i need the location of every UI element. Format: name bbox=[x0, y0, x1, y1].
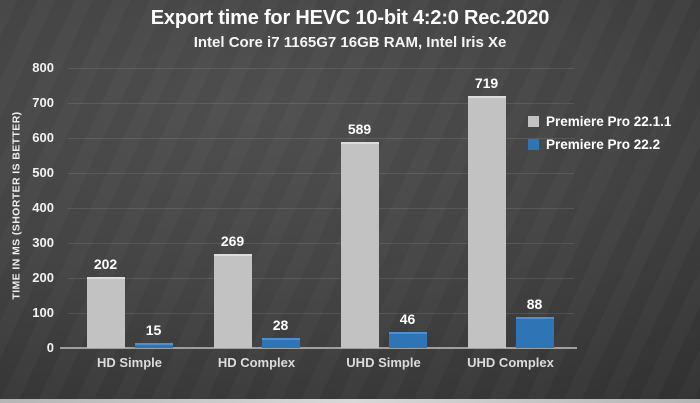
y-tick-label: 700 bbox=[32, 95, 54, 110]
x-category-label: UHD Simple bbox=[346, 355, 421, 370]
bar-value-label: 202 bbox=[93, 256, 118, 273]
legend-swatch-icon bbox=[528, 116, 539, 127]
y-tick-label: 800 bbox=[32, 60, 54, 75]
bar-series1 bbox=[213, 253, 252, 348]
x-axis-line bbox=[60, 347, 577, 349]
y-tick-label: 0 bbox=[46, 340, 54, 355]
chart-title: Export time for HEVC 10-bit 4:2:0 Rec.20… bbox=[150, 7, 550, 29]
bar-series1 bbox=[467, 96, 506, 348]
y-tick-label: 100 bbox=[32, 305, 54, 320]
gridline bbox=[68, 243, 574, 244]
bar-series2 bbox=[261, 338, 300, 348]
gridline bbox=[68, 278, 574, 279]
bar-value-label: 269 bbox=[220, 232, 245, 249]
bar-series1 bbox=[340, 141, 379, 348]
legend-swatch-icon bbox=[528, 139, 539, 150]
bar-series2 bbox=[134, 342, 173, 348]
chart-legend: Premiere Pro 22.1.1 Premiere Pro 22.2 bbox=[528, 114, 671, 160]
gridline bbox=[68, 138, 574, 139]
slide-bottom-accent-bar bbox=[0, 399, 700, 403]
bar-value-label: 28 bbox=[272, 317, 289, 334]
gridline bbox=[68, 103, 574, 104]
x-category-label: UHD Complex bbox=[467, 355, 554, 370]
bar-value-label: 589 bbox=[347, 120, 372, 137]
bar-value-label: 88 bbox=[526, 296, 543, 313]
y-tick-label: 400 bbox=[32, 200, 54, 215]
legend-label: Premiere Pro 22.1.1 bbox=[546, 114, 672, 129]
bar-series1 bbox=[86, 277, 125, 348]
chart-subtitle: Intel Core i7 1165G7 16GB RAM, Intel Iri… bbox=[193, 34, 507, 51]
bar-value-label: 46 bbox=[399, 310, 416, 327]
gridline bbox=[68, 208, 574, 209]
x-category-label: HD Complex bbox=[217, 355, 296, 370]
bar-value-label: 15 bbox=[145, 321, 162, 338]
y-tick-label: 500 bbox=[32, 165, 54, 180]
y-tick-label: 200 bbox=[32, 270, 54, 285]
legend-label: Premiere Pro 22.2 bbox=[546, 137, 661, 152]
gridline bbox=[68, 68, 574, 69]
legend-item: Premiere Pro 22.1.1 bbox=[528, 114, 671, 129]
bar-value-label: 719 bbox=[474, 75, 499, 92]
legend-item: Premiere Pro 22.2 bbox=[528, 137, 671, 152]
x-category-label: HD Simple bbox=[96, 355, 162, 370]
bar-series2 bbox=[388, 331, 427, 348]
bar-series2 bbox=[515, 317, 554, 348]
gridline bbox=[68, 173, 574, 174]
y-tick-label: 600 bbox=[32, 130, 54, 145]
y-tick-label: 300 bbox=[32, 235, 54, 250]
gridline bbox=[68, 313, 574, 314]
